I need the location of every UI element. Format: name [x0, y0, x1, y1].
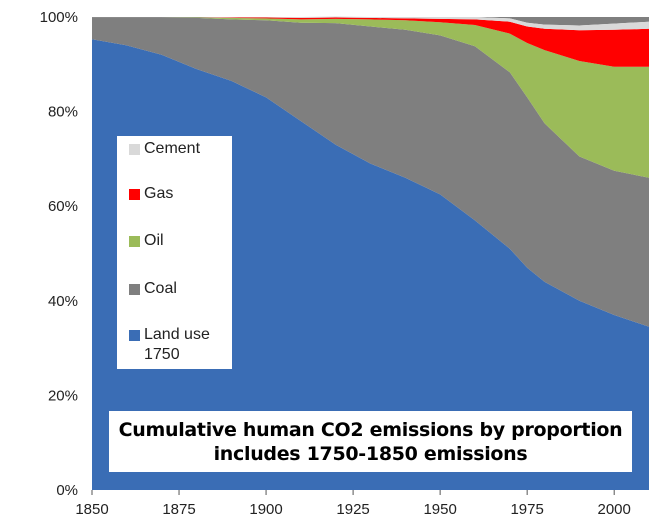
- x-tick-label: 1900: [249, 501, 282, 518]
- chart-title: Cumulative human CO2 emissions by propor…: [118, 418, 623, 441]
- y-axis: 0% 20% 40% 60% 80% 100%: [40, 9, 78, 499]
- chart-subtitle: includes 1750-1850 emissions: [213, 442, 528, 465]
- legend-swatch-cement: [129, 144, 140, 155]
- x-tick-label: 1950: [423, 501, 456, 518]
- area-oil: [92, 17, 649, 178]
- chart-title-box: Cumulative human CO2 emissions by propor…: [109, 411, 632, 472]
- legend: Cement Gas Oil Coal Land use 1750: [117, 136, 232, 369]
- legend-item-land-use: Land use 1750: [129, 325, 226, 365]
- legend-item-gas: Gas: [129, 184, 226, 204]
- legend-label-coal: Coal: [144, 280, 177, 297]
- y-tick-label: 100%: [40, 9, 78, 26]
- y-tick-label: 40%: [48, 293, 78, 310]
- x-axis: 1850 1875 1900 1925 1950 1975 2000: [75, 490, 631, 518]
- x-tick-label: 1975: [510, 501, 543, 518]
- area-cement: [92, 16, 649, 31]
- legend-item-oil: Oil: [129, 231, 226, 251]
- legend-swatch-oil: [129, 236, 140, 247]
- area-gas: [92, 17, 649, 67]
- legend-item-coal: Coal: [129, 279, 226, 299]
- legend-label-gas: Gas: [144, 185, 174, 202]
- y-tick-label: 0%: [56, 482, 78, 499]
- legend-item-cement: Cement: [129, 139, 226, 159]
- legend-swatch-gas: [129, 189, 140, 200]
- y-tick-label: 20%: [48, 387, 78, 404]
- x-tick-label: 1850: [75, 501, 108, 518]
- y-tick-label: 60%: [48, 198, 78, 215]
- legend-label-land-use: Land use 1750: [144, 326, 210, 363]
- x-tick-label: 1875: [162, 501, 195, 518]
- area-remainder: [92, 17, 649, 26]
- x-tick-label: 2000: [598, 501, 631, 518]
- legend-label-cement: Cement: [144, 140, 201, 157]
- x-tick-label: 1925: [336, 501, 369, 518]
- legend-swatch-land-use: [129, 330, 140, 341]
- legend-swatch-coal: [129, 284, 140, 295]
- y-tick-label: 80%: [48, 104, 78, 121]
- legend-label-oil: Oil: [144, 232, 164, 249]
- area-coal: [92, 17, 649, 327]
